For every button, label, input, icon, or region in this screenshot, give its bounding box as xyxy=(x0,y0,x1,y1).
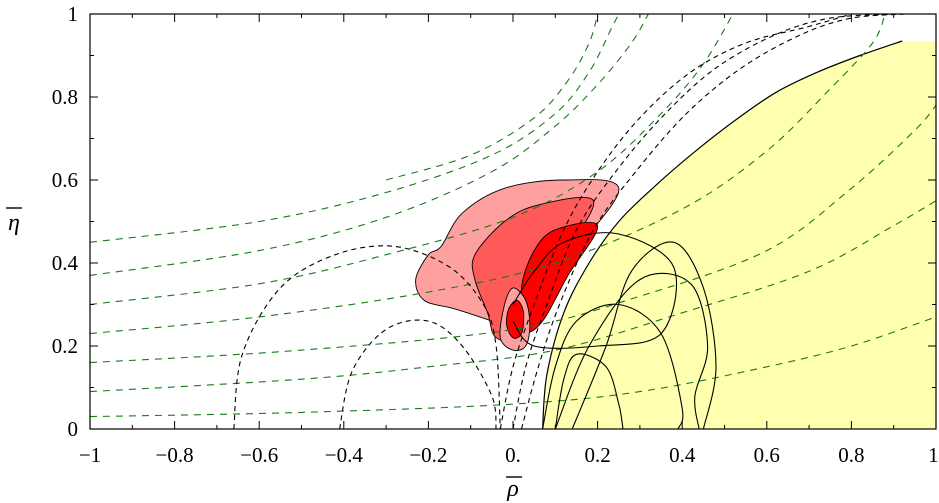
dashed-green-curve-6 xyxy=(89,13,620,243)
curves-layer xyxy=(89,13,937,430)
dashed-green-curve-0 xyxy=(89,316,937,418)
x-tick-label-1: −0.8 xyxy=(156,443,194,467)
regions-layer xyxy=(415,40,936,430)
dashed-green-curve-7 xyxy=(385,13,599,181)
solid-curve-4 xyxy=(554,353,624,430)
ticks-layer xyxy=(89,13,937,430)
y-tick-label-0: 0 xyxy=(68,417,79,441)
dashed-green-curve-1 xyxy=(89,200,937,393)
allowed-region-boundary xyxy=(542,40,903,430)
dashed-black-curve-0 xyxy=(233,245,501,430)
x-tick-label-9: 0.8 xyxy=(838,443,864,467)
x-tick-label-2: −0.6 xyxy=(240,443,278,467)
x-tick-label-6: 0.2 xyxy=(584,443,610,467)
y-tick-label-1: 0.2 xyxy=(52,334,78,358)
y-tick-label-2: 0.4 xyxy=(52,251,79,275)
dashed-green-curve-4 xyxy=(89,13,734,306)
y-axis-label: η xyxy=(8,210,20,236)
y-tick-label-4: 0.8 xyxy=(52,85,78,109)
tick-labels-layer: −1 −0.8 −0.6 −0.4 −0.2 0. 0.2 0.4 0.6 0.8 1. 0 0.2 0.… xyxy=(52,2,939,467)
dashed-black-curve-1 xyxy=(339,319,497,430)
dashed-black-curve-2 xyxy=(499,13,852,430)
solid-curve-3 xyxy=(512,232,677,349)
dashed-green-curve-2 xyxy=(89,104,937,364)
dashed-black-curve-3 xyxy=(512,13,894,430)
allowed-region xyxy=(542,40,936,429)
x-axis-label: ρ xyxy=(506,476,519,502)
dashed-black-curve-4 xyxy=(520,13,907,430)
solid-curve-2 xyxy=(571,241,717,430)
x-tick-label-0: −1 xyxy=(79,443,101,467)
y-tick-label-5: 1 xyxy=(68,2,79,26)
x-tick-label-4: −0.2 xyxy=(409,443,447,467)
x-tick-label-7: 0.4 xyxy=(669,443,696,467)
x-tick-label-10: 1. xyxy=(928,443,939,467)
dashed-green-curve-3 xyxy=(89,13,886,335)
x-tick-label-5: 0. xyxy=(505,443,521,467)
y-tick-label-3: 0.6 xyxy=(52,168,78,192)
x-tick-label-8: 0.6 xyxy=(754,443,780,467)
x-tick-label-3: −0.4 xyxy=(325,443,364,467)
dashed-green-curve-5 xyxy=(89,13,649,276)
